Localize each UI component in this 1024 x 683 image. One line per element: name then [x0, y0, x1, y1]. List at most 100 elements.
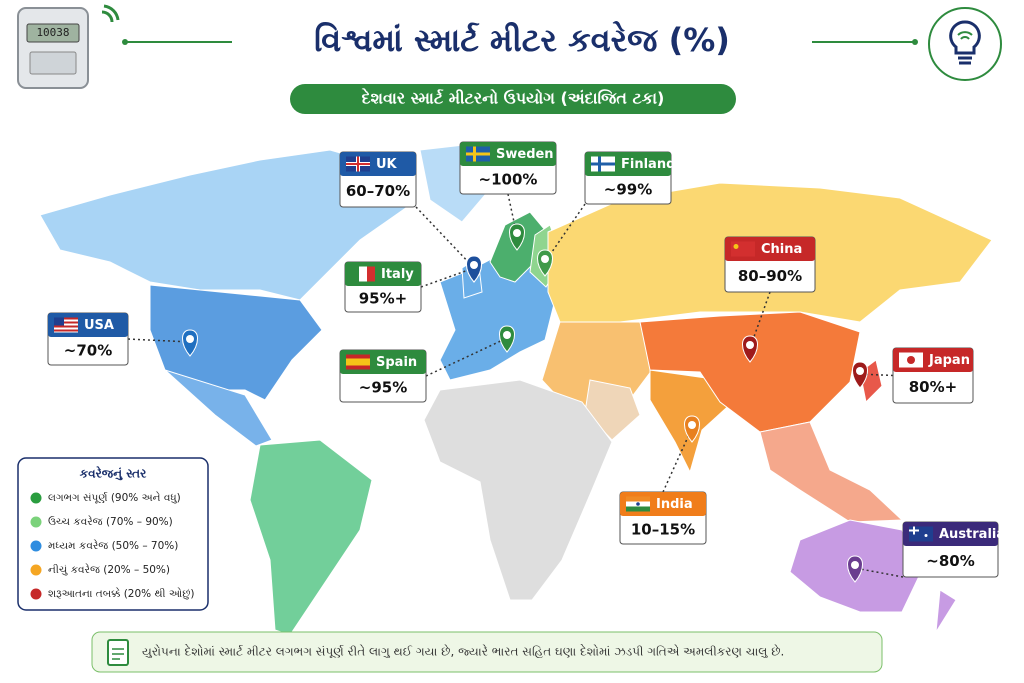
- divider-dot: [912, 39, 918, 45]
- flag-part: [359, 266, 367, 282]
- world-map: [39, 141, 993, 636]
- legend-label: મધ્યમ કવરેજ (50% – 70%): [48, 539, 178, 552]
- flag-part: [909, 526, 933, 542]
- africa: [423, 379, 613, 601]
- flag-part: [626, 496, 650, 502]
- legend-label: ઉચ્ચ કવરેજ (70% – 90%): [48, 515, 173, 528]
- flag-part: [54, 317, 78, 320]
- legend-label: લગભગ સંપૂર્ણ (90% અને વધુ): [48, 491, 181, 504]
- flag-part: [907, 356, 915, 364]
- country-name: Sweden: [496, 147, 554, 162]
- coverage-value: ~95%: [359, 379, 407, 397]
- callout: Spain ~95%: [339, 325, 515, 403]
- callout: India 10–15%: [619, 415, 707, 545]
- callout: Sweden ~100%: [459, 141, 557, 251]
- coverage-value: 80–90%: [738, 267, 802, 285]
- country-name: Spain: [376, 355, 417, 370]
- country-name: Australia: [939, 527, 1005, 542]
- callout: Australia ~80%: [847, 521, 1005, 583]
- coverage-value: 60–70%: [346, 182, 410, 200]
- southeast-asia: [759, 421, 904, 523]
- legend-swatch: [30, 588, 42, 600]
- footer-box: [91, 631, 883, 673]
- flag-part: [731, 241, 755, 257]
- pin-dot: [688, 421, 696, 429]
- flag-part: [54, 329, 78, 332]
- pin-dot: [186, 335, 194, 343]
- pin-dot: [541, 255, 549, 263]
- bulb-icon: [928, 7, 1002, 81]
- flag-part: [54, 321, 78, 324]
- legend-swatch: [30, 564, 42, 576]
- callout: Japan 80%+: [852, 347, 974, 404]
- flag-part: [351, 266, 359, 282]
- callout: USA ~70%: [47, 312, 198, 366]
- title: વિશ્વમાં સ્માર્ટ મીટર કવરેજ (%): [314, 21, 730, 59]
- leader-line: [544, 203, 586, 263]
- pin-dot: [856, 367, 864, 375]
- callout: Finland ~99%: [537, 151, 675, 277]
- divider-dot: [122, 39, 128, 45]
- leader-line: [662, 427, 693, 493]
- leader-line: [859, 373, 894, 377]
- flag-part: [346, 358, 370, 366]
- flag-part: [357, 156, 359, 172]
- meter-display: 10038: [36, 26, 69, 39]
- country-name: India: [656, 497, 693, 512]
- coverage-value: ~100%: [479, 171, 538, 189]
- coverage-value: ~80%: [926, 552, 974, 570]
- pin-dot: [746, 341, 754, 349]
- central-america: [164, 369, 273, 447]
- flag-part: [626, 506, 650, 512]
- subtitle-pill: [290, 84, 736, 114]
- legend-swatch: [30, 492, 42, 504]
- flag-part: [54, 317, 64, 326]
- flag-part: [636, 502, 640, 506]
- callout: China 80–90%: [724, 236, 816, 363]
- pin-dot: [513, 229, 521, 237]
- flag-part: [733, 244, 739, 249]
- legend-swatch: [30, 540, 42, 552]
- legend-title: કવરેજનું સ્તર: [80, 465, 148, 481]
- flag-part: [367, 266, 375, 282]
- pin-dot: [470, 261, 478, 269]
- pin-dot: [851, 561, 859, 569]
- coverage-value: 95%+: [359, 290, 407, 308]
- leader-line: [420, 267, 475, 288]
- meter-icon: 10038: [17, 4, 120, 89]
- country-name: Finland: [621, 157, 675, 172]
- callout: Italy 95%+: [344, 255, 482, 313]
- footer-text: યુરોપના દેશોમાં સ્માર્ટ મીટર લગભગ સંપૂર્…: [142, 644, 784, 660]
- country-name: Italy: [381, 267, 414, 282]
- flag-part: [924, 534, 928, 537]
- flag-part: [466, 152, 490, 156]
- pin-dot: [503, 331, 511, 339]
- new-zealand: [935, 589, 957, 633]
- legend: કવરેજનું સ્તર લગભગ સંપૂર્ણ (90% અને વધુ)…: [17, 457, 209, 611]
- flag-part: [591, 162, 615, 166]
- subtitle: દેશવાર સ્માર્ટ મીટરનો ઉપયોગ (અંદાજિત ટકા…: [361, 87, 664, 108]
- flag-part: [913, 526, 915, 535]
- country-name: UK: [376, 157, 398, 172]
- callout: UK 60–70%: [339, 151, 482, 283]
- country-name: USA: [84, 318, 114, 333]
- flag-part: [54, 325, 78, 328]
- south-america: [249, 439, 373, 636]
- usa: [149, 284, 323, 401]
- coverage-value: 10–15%: [631, 521, 695, 539]
- coverage-value: ~70%: [64, 342, 112, 360]
- legend-swatch: [30, 516, 42, 528]
- canada: [39, 149, 411, 301]
- coverage-value: ~99%: [604, 181, 652, 199]
- clipboard-icon: [107, 639, 129, 666]
- callouts: UK 60–70% Sweden ~100% Finland ~99% Italy 95%+ U…: [47, 141, 1005, 583]
- country-name: Japan: [928, 353, 970, 368]
- coverage-value: 80%+: [909, 378, 957, 396]
- leader-line: [127, 338, 191, 343]
- leader-line: [854, 567, 904, 578]
- leader-line: [415, 206, 475, 269]
- country-name: China: [761, 242, 802, 257]
- legend-label: નીચું કવરેજ (20% – 50%): [48, 563, 170, 576]
- legend-label: શરૂઆતના તબક્કે (20% થી ઓછું): [48, 587, 194, 600]
